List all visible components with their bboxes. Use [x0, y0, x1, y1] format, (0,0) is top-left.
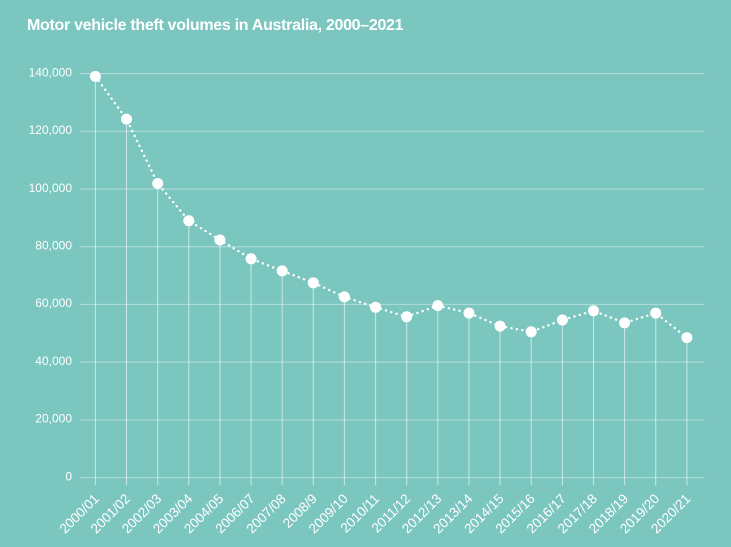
svg-text:40,000: 40,000 [35, 354, 72, 368]
svg-text:20,000: 20,000 [35, 412, 72, 426]
svg-text:120,000: 120,000 [29, 123, 73, 137]
svg-text:60,000: 60,000 [35, 296, 72, 310]
svg-text:80,000: 80,000 [35, 239, 72, 253]
svg-text:100,000: 100,000 [29, 181, 73, 195]
svg-text:0: 0 [65, 469, 72, 483]
svg-text:140,000: 140,000 [29, 65, 73, 79]
